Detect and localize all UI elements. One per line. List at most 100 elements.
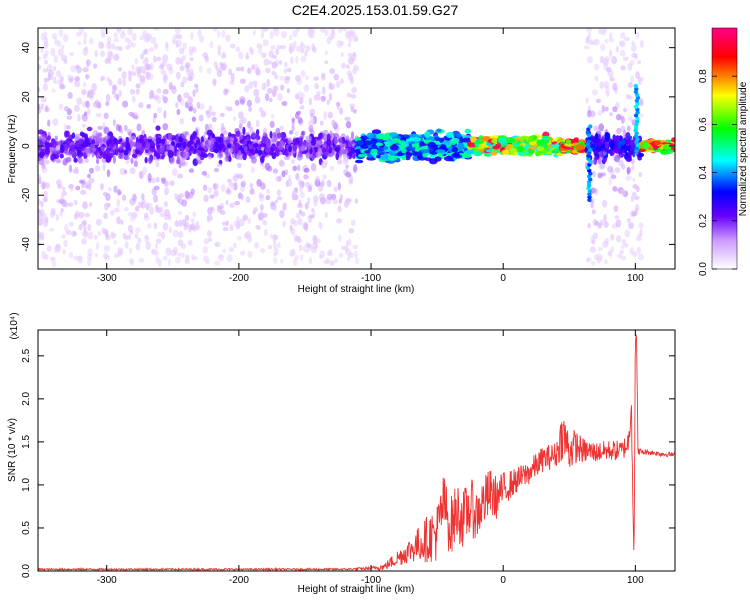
spectrogram-cell — [347, 42, 352, 48]
spectrogram-cell — [541, 139, 550, 144]
spectrogram-cell — [238, 111, 244, 120]
spectrogram-cell — [323, 260, 330, 265]
spectrogram-cell — [74, 104, 80, 113]
spectrogram-cell — [116, 216, 121, 225]
spectrogram-cell — [181, 252, 185, 259]
spectrogram-cell — [135, 88, 140, 95]
spectrogram-cell — [43, 43, 48, 50]
spectrogram-cell — [102, 152, 107, 159]
spectrogram-cell — [80, 189, 87, 195]
spectrogram-x-tick-label: 0 — [500, 273, 506, 284]
spectrogram-cell — [179, 47, 185, 55]
spectrogram-cell — [139, 77, 146, 85]
spectrogram-cell — [63, 239, 68, 248]
spectrogram-cell — [217, 44, 222, 52]
spectrogram-cell — [206, 143, 213, 150]
spectrogram-cell — [229, 43, 236, 49]
spectrogram-cell — [226, 143, 232, 149]
spectrogram-cell — [131, 32, 137, 42]
spectrogram-cell — [332, 124, 338, 129]
spectrogram-cell — [331, 29, 336, 36]
spectrogram-cell — [218, 253, 224, 258]
spectrogram-cell — [103, 252, 108, 260]
spectrogram-cell — [50, 47, 56, 57]
spectrogram-cell — [445, 131, 454, 139]
spectrogram-cell — [110, 43, 116, 50]
spectrogram-cell — [366, 132, 374, 139]
spectrogram-cell — [66, 115, 73, 120]
spectrogram-cell — [100, 50, 106, 58]
spectrogram-x-tick-label: -100 — [361, 273, 381, 284]
spectrogram-cell — [168, 258, 171, 267]
spectrogram-cell — [171, 37, 176, 44]
spectrogram-cell — [86, 126, 93, 132]
spectrogram-cell — [154, 250, 159, 257]
spectrogram-cell — [290, 228, 296, 236]
spectrogram-cell — [87, 248, 93, 257]
spectrogram-cell — [44, 78, 48, 84]
spectrogram-cell — [354, 198, 359, 204]
spectrogram-cell — [327, 111, 333, 119]
spectrogram-cell — [128, 258, 134, 264]
spectrogram-cell — [364, 150, 371, 154]
spectrogram-cell — [81, 219, 87, 226]
spectrogram-cell — [251, 131, 256, 139]
spectrogram-cell — [535, 150, 542, 156]
spectrogram-cell — [355, 140, 364, 146]
spectrogram-cell — [329, 83, 335, 90]
spectrogram-cell — [192, 89, 196, 98]
spectrogram-cell — [214, 260, 221, 266]
spectrogram-cell — [275, 176, 281, 182]
spectrogram-cell — [589, 246, 597, 253]
spectrogram-cell — [600, 219, 604, 226]
spectrogram-cell — [84, 137, 90, 146]
spectrogram-cell — [639, 228, 643, 237]
spectrogram-cell — [234, 142, 241, 149]
spectrogram-cell — [450, 140, 457, 145]
spectrogram-cell — [220, 122, 225, 131]
spectrogram-cell — [241, 180, 246, 188]
spectrogram-cell — [131, 95, 136, 103]
spectrogram-cell — [78, 224, 83, 231]
spectrogram-cell — [86, 59, 92, 67]
spectrogram-cell — [623, 37, 630, 42]
spectrogram-cell — [122, 194, 127, 201]
spectrogram-cell — [117, 190, 122, 196]
spectrogram-cell — [300, 55, 307, 63]
spectrogram-cell — [334, 147, 340, 152]
spectrogram-cell — [337, 182, 341, 191]
spectrogram-cell — [213, 190, 219, 197]
spectrogram-cell — [622, 238, 626, 246]
spectrogram-cell — [451, 146, 458, 153]
spectrogram-cell — [94, 253, 99, 258]
spectrogram-cell — [55, 158, 62, 164]
spectrogram-cell — [639, 98, 644, 107]
spectrogram-cell — [245, 55, 250, 60]
spectrogram-cell — [192, 225, 198, 232]
spectrogram-cell — [271, 152, 277, 160]
spectrogram-cell — [217, 136, 224, 144]
spectrogram-cell — [62, 158, 67, 166]
spectrogram-cell — [229, 224, 234, 232]
spectrogram-cell — [82, 201, 88, 210]
spectrogram-cell — [254, 147, 259, 154]
spectrogram-cell — [282, 202, 287, 211]
spectrogram-cell — [583, 45, 590, 50]
spectrogram-cell — [178, 193, 184, 199]
spectrogram-cell — [163, 110, 167, 119]
spectrogram-cell — [211, 111, 216, 116]
spectrogram-cell — [620, 189, 626, 196]
spectrogram-cell — [324, 212, 328, 218]
spectrogram-cell — [300, 211, 306, 217]
spectrogram-cell — [626, 125, 631, 132]
spectrogram-cell — [190, 217, 195, 224]
spectrogram-cell — [72, 168, 79, 174]
spectrogram-cell — [67, 92, 73, 99]
spectrogram-cell — [224, 156, 230, 162]
spectrogram-cell — [351, 87, 358, 94]
spectrogram-cell — [612, 106, 618, 113]
spectrogram-cell — [40, 48, 44, 53]
spectrogram-cell — [105, 149, 110, 155]
spectrogram-cell — [604, 56, 610, 63]
spectrogram-cell — [181, 150, 186, 159]
